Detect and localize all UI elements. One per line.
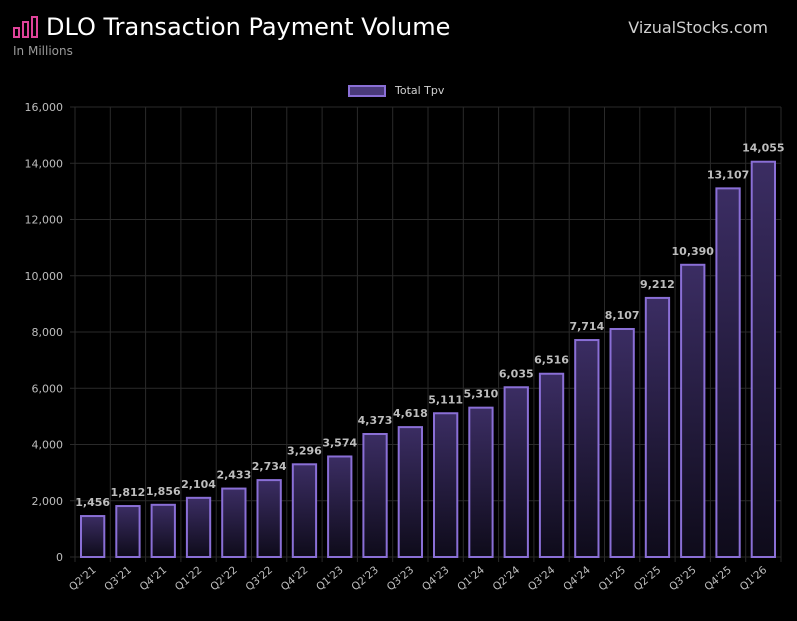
- y-tick-label: 4,000: [32, 439, 64, 452]
- y-tick-label: 0: [56, 551, 63, 564]
- bar-value-label: 13,107: [707, 168, 749, 181]
- bar[interactable]: [750, 160, 776, 558]
- bar-value-label: 8,107: [605, 309, 640, 322]
- bar-value-label: 5,111: [428, 393, 463, 406]
- bar[interactable]: [150, 503, 176, 558]
- bar-value-label: 5,310: [464, 388, 499, 401]
- bar-value-label: 2,734: [252, 460, 287, 473]
- bar-value-label: 1,812: [111, 486, 146, 499]
- bar-chart-icon: [13, 16, 38, 38]
- bar[interactable]: [291, 463, 318, 558]
- bar[interactable]: [538, 372, 565, 558]
- y-tick-label: 2,000: [32, 495, 64, 508]
- y-axis-ticks: 0 2,000 4,000 6,000 8,000 10,000 12,000 14,000 1…: [25, 101, 64, 564]
- bars: [80, 160, 776, 559]
- x-tick-label: Q3'21: [102, 564, 134, 593]
- bar-value-label: 6,516: [534, 354, 569, 367]
- x-tick-label: Q4'21: [138, 564, 170, 593]
- x-tick-label: Q4'25: [702, 564, 734, 593]
- bar[interactable]: [80, 515, 106, 558]
- x-axis-ticks: Q2'21 Q3'21 Q4'21 Q1'22 Q2'22 Q3'22 Q4'22 Q1'23…: [67, 564, 770, 593]
- bar[interactable]: [221, 487, 247, 558]
- x-tick-label: Q3'25: [667, 564, 699, 593]
- bar-value-label: 2,433: [216, 469, 251, 482]
- bar[interactable]: [115, 505, 141, 559]
- bar-value-label: 4,373: [358, 414, 393, 427]
- page-subtitle: In Millions: [13, 44, 73, 58]
- bar-value-label: 10,390: [672, 245, 715, 258]
- bar[interactable]: [397, 426, 423, 558]
- bar[interactable]: [680, 263, 706, 558]
- x-tick-label: Q4'22: [279, 564, 311, 593]
- bar[interactable]: [256, 479, 282, 559]
- bar[interactable]: [185, 496, 212, 559]
- y-tick-label: 16,000: [25, 101, 64, 114]
- x-tick-label: Q4'23: [420, 564, 452, 593]
- bar-value-label: 2,104: [181, 478, 216, 491]
- legend-label: Total Tpv: [395, 84, 445, 97]
- legend-swatch: [348, 85, 386, 97]
- bar-value-label: 4,618: [393, 407, 428, 420]
- x-tick-label: Q2'23: [349, 564, 381, 593]
- x-tick-label: Q1'24: [455, 564, 487, 593]
- bar-value-label: 1,456: [75, 496, 110, 509]
- bar[interactable]: [433, 412, 459, 558]
- x-tick-label: Q1'23: [314, 564, 346, 593]
- bar[interactable]: [503, 386, 529, 558]
- x-tick-label: Q1'25: [596, 564, 628, 593]
- bar[interactable]: [715, 187, 741, 558]
- x-tick-label: Q2'24: [491, 564, 523, 593]
- bar[interactable]: [644, 296, 671, 558]
- bar-value-label: 1,856: [146, 485, 181, 498]
- bar-value-label: 3,296: [287, 444, 322, 457]
- y-tick-label: 14,000: [25, 157, 64, 170]
- bar[interactable]: [327, 455, 353, 559]
- y-tick-label: 8,000: [32, 326, 64, 339]
- bar-value-label: 7,714: [569, 320, 604, 333]
- bar-value-label: 14,055: [742, 142, 784, 155]
- bar[interactable]: [362, 433, 388, 558]
- bar-value-label: 9,212: [640, 278, 675, 291]
- x-tick-label: Q3'22: [243, 564, 275, 593]
- x-tick-label: Q2'25: [632, 564, 664, 593]
- bar[interactable]: [468, 406, 494, 558]
- page-title: DLO Transaction Payment Volume: [46, 13, 451, 41]
- x-tick-label: Q2'22: [208, 564, 240, 593]
- x-tick-label: Q4'24: [561, 564, 593, 593]
- x-tick-label: Q3'23: [385, 564, 417, 593]
- chart-header: DLO Transaction Payment Volume In Millio…: [0, 0, 797, 70]
- y-tick-label: 6,000: [32, 382, 64, 395]
- brand-label: VizualStocks.com: [628, 18, 768, 37]
- x-tick-label: Q1'22: [173, 564, 205, 593]
- bar-value-label: 6,035: [499, 367, 534, 380]
- y-tick-label: 12,000: [25, 214, 64, 227]
- bar-value-label: 3,574: [322, 436, 357, 449]
- x-tick-label: Q3'24: [526, 564, 558, 593]
- y-tick-label: 10,000: [25, 270, 64, 283]
- x-tick-label: Q2'21: [67, 564, 99, 593]
- bar[interactable]: [574, 339, 600, 559]
- bar[interactable]: [609, 327, 635, 558]
- x-tick-label: Q1'26: [738, 564, 770, 593]
